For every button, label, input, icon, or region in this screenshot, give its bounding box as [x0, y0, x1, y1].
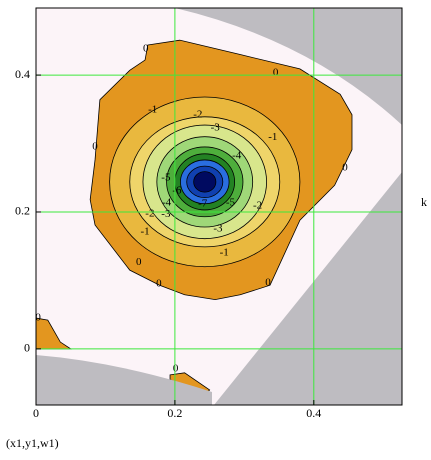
contour-label: -1	[220, 247, 229, 259]
contour-label: 0	[173, 362, 179, 374]
contour-label: -3	[211, 121, 221, 133]
contour-label: -5	[161, 171, 171, 183]
contour-label: -4	[162, 197, 172, 209]
contour-label: -1	[148, 104, 157, 116]
contour-label: -2	[193, 108, 202, 120]
contour-label: -2	[253, 199, 262, 211]
outside-domain	[36, 355, 212, 405]
contour-label: 0	[136, 256, 142, 268]
contour-label: 0	[273, 67, 279, 79]
contour-label: -2	[145, 208, 154, 220]
contour-label: 0	[342, 162, 348, 174]
y-tick-label: 0.4	[15, 67, 30, 81]
contour-label: -3	[161, 208, 171, 220]
contour-label: 0	[265, 277, 271, 289]
contour-label: -3	[213, 223, 223, 235]
x-tick-label: 0	[33, 406, 39, 420]
footnote: (x1,y1,w1)	[6, 436, 59, 450]
contour-label: -7	[198, 197, 208, 209]
axis-label: k	[421, 195, 427, 209]
x-tick-label: 0.4	[306, 406, 321, 420]
outside-domain	[175, 8, 402, 125]
plot-frame	[35, 7, 403, 406]
contour-label: -1	[140, 225, 149, 237]
contour-ring	[193, 171, 217, 193]
x-tick-label: 0.2	[167, 406, 182, 420]
contour-label: -6	[172, 184, 182, 196]
contour-label: -1	[268, 131, 277, 143]
y-tick-label: 0.2	[15, 204, 30, 218]
y-tick-label: 0	[24, 341, 30, 355]
contour-label: -5	[226, 197, 236, 209]
contour-label: -4	[232, 149, 242, 161]
contour-label: 0	[92, 140, 98, 152]
outside-domain	[214, 172, 402, 405]
contour-label: 0	[35, 312, 41, 324]
contour-label: 0	[143, 43, 149, 55]
contour-label: 0	[156, 277, 162, 289]
